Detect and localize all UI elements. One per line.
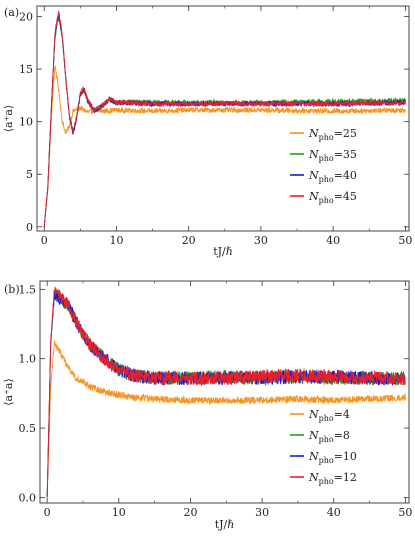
series-line-4 — [43, 10, 406, 227]
series-line-1 — [46, 340, 406, 498]
legend-value: =35 — [334, 148, 357, 161]
x-tick-label: 30 — [255, 506, 269, 519]
y-tick-label: 0.5 — [19, 422, 37, 435]
y-tick-label: 0 — [26, 221, 33, 234]
x-tick-label: 40 — [327, 506, 341, 519]
legend-entry: Npho=10 — [308, 450, 357, 465]
legend-value: =25 — [334, 127, 357, 140]
x-tick-label: 0 — [41, 234, 48, 247]
legend-entry: Npho=40 — [308, 169, 357, 184]
x-tick-label: 0 — [44, 506, 51, 519]
legend-symbol: N — [308, 148, 319, 161]
x-tick-label: 20 — [183, 506, 197, 519]
legend-subscript: pho — [319, 435, 334, 444]
legend-symbol: N — [308, 429, 319, 442]
y-tick-label: 20 — [19, 11, 33, 24]
plot-frame — [39, 280, 410, 504]
legend-value: =45 — [334, 190, 357, 203]
legend-entry: Npho=8 — [308, 429, 350, 444]
legend-symbol: N — [308, 450, 319, 463]
y-tick-label: 1.5 — [19, 283, 37, 296]
y-tick-label: 5 — [26, 168, 33, 181]
legend-entry: Npho=35 — [308, 148, 357, 163]
legend-value: =12 — [334, 471, 357, 484]
x-tick-label: 10 — [109, 234, 123, 247]
legend-value: =8 — [334, 429, 350, 442]
x-tick-label: 10 — [112, 506, 126, 519]
legend-entry: Npho=12 — [308, 471, 357, 486]
x-axis-label: tJ/ℏ — [215, 518, 235, 531]
x-tick-label: 40 — [326, 234, 340, 247]
y-tick-label: 10 — [19, 116, 33, 129]
legend-symbol: N — [308, 408, 319, 421]
legend-symbol: N — [308, 190, 319, 203]
x-tick-label: 30 — [254, 234, 268, 247]
legend-subscript: pho — [319, 414, 334, 423]
legend-subscript: pho — [319, 133, 334, 142]
legend-subscript: pho — [319, 175, 334, 184]
y-tick-label: 0.0 — [19, 491, 37, 504]
legend-entry: Npho=45 — [308, 190, 357, 205]
legend-value: =40 — [334, 169, 357, 182]
legend-value: =4 — [334, 408, 350, 421]
y-tick-label: 1.0 — [19, 353, 37, 366]
panel-b-chart: 0 10 20 30 40 500.00.51.01.5tJ/ℏ⟨a⁺a⟩(b)Npho=… — [2, 280, 412, 531]
x-tick-label: 50 — [398, 234, 412, 247]
legend-subscript: pho — [319, 456, 334, 465]
legend-entry: Npho=25 — [308, 127, 357, 142]
legend-symbol: N — [308, 127, 319, 140]
series-line-3 — [46, 290, 406, 498]
series-group — [46, 286, 406, 498]
y-tick-label: 15 — [19, 63, 33, 76]
legend-subscript: pho — [319, 477, 334, 486]
legend-subscript: pho — [319, 196, 334, 205]
x-tick-label: 20 — [182, 234, 196, 247]
series-group — [43, 10, 406, 227]
legend-value: =10 — [334, 450, 357, 463]
x-tick-label: 50 — [398, 506, 412, 519]
plot-frame — [36, 5, 410, 232]
legend-symbol: N — [308, 471, 319, 484]
legend-symbol: N — [308, 169, 319, 182]
series-line-4 — [46, 286, 406, 498]
legend-entry: Npho=4 — [308, 408, 350, 423]
y-axis-label: ⟨a⁺a⟩ — [2, 378, 15, 406]
series-line-1 — [43, 65, 406, 227]
panel-label: (b) — [4, 283, 20, 296]
series-line-2 — [46, 289, 406, 498]
x-axis-label: tJ/ℏ — [213, 245, 233, 258]
y-axis-label: ⟨a⁺a⟩ — [2, 105, 15, 133]
legend-subscript: pho — [319, 154, 334, 163]
panel-a-chart: 0 10 20 30 40 5005101520tJ/ℏ⟨a⁺a⟩(a)Npho=25Np… — [2, 5, 412, 258]
panel-label: (a) — [4, 6, 19, 19]
